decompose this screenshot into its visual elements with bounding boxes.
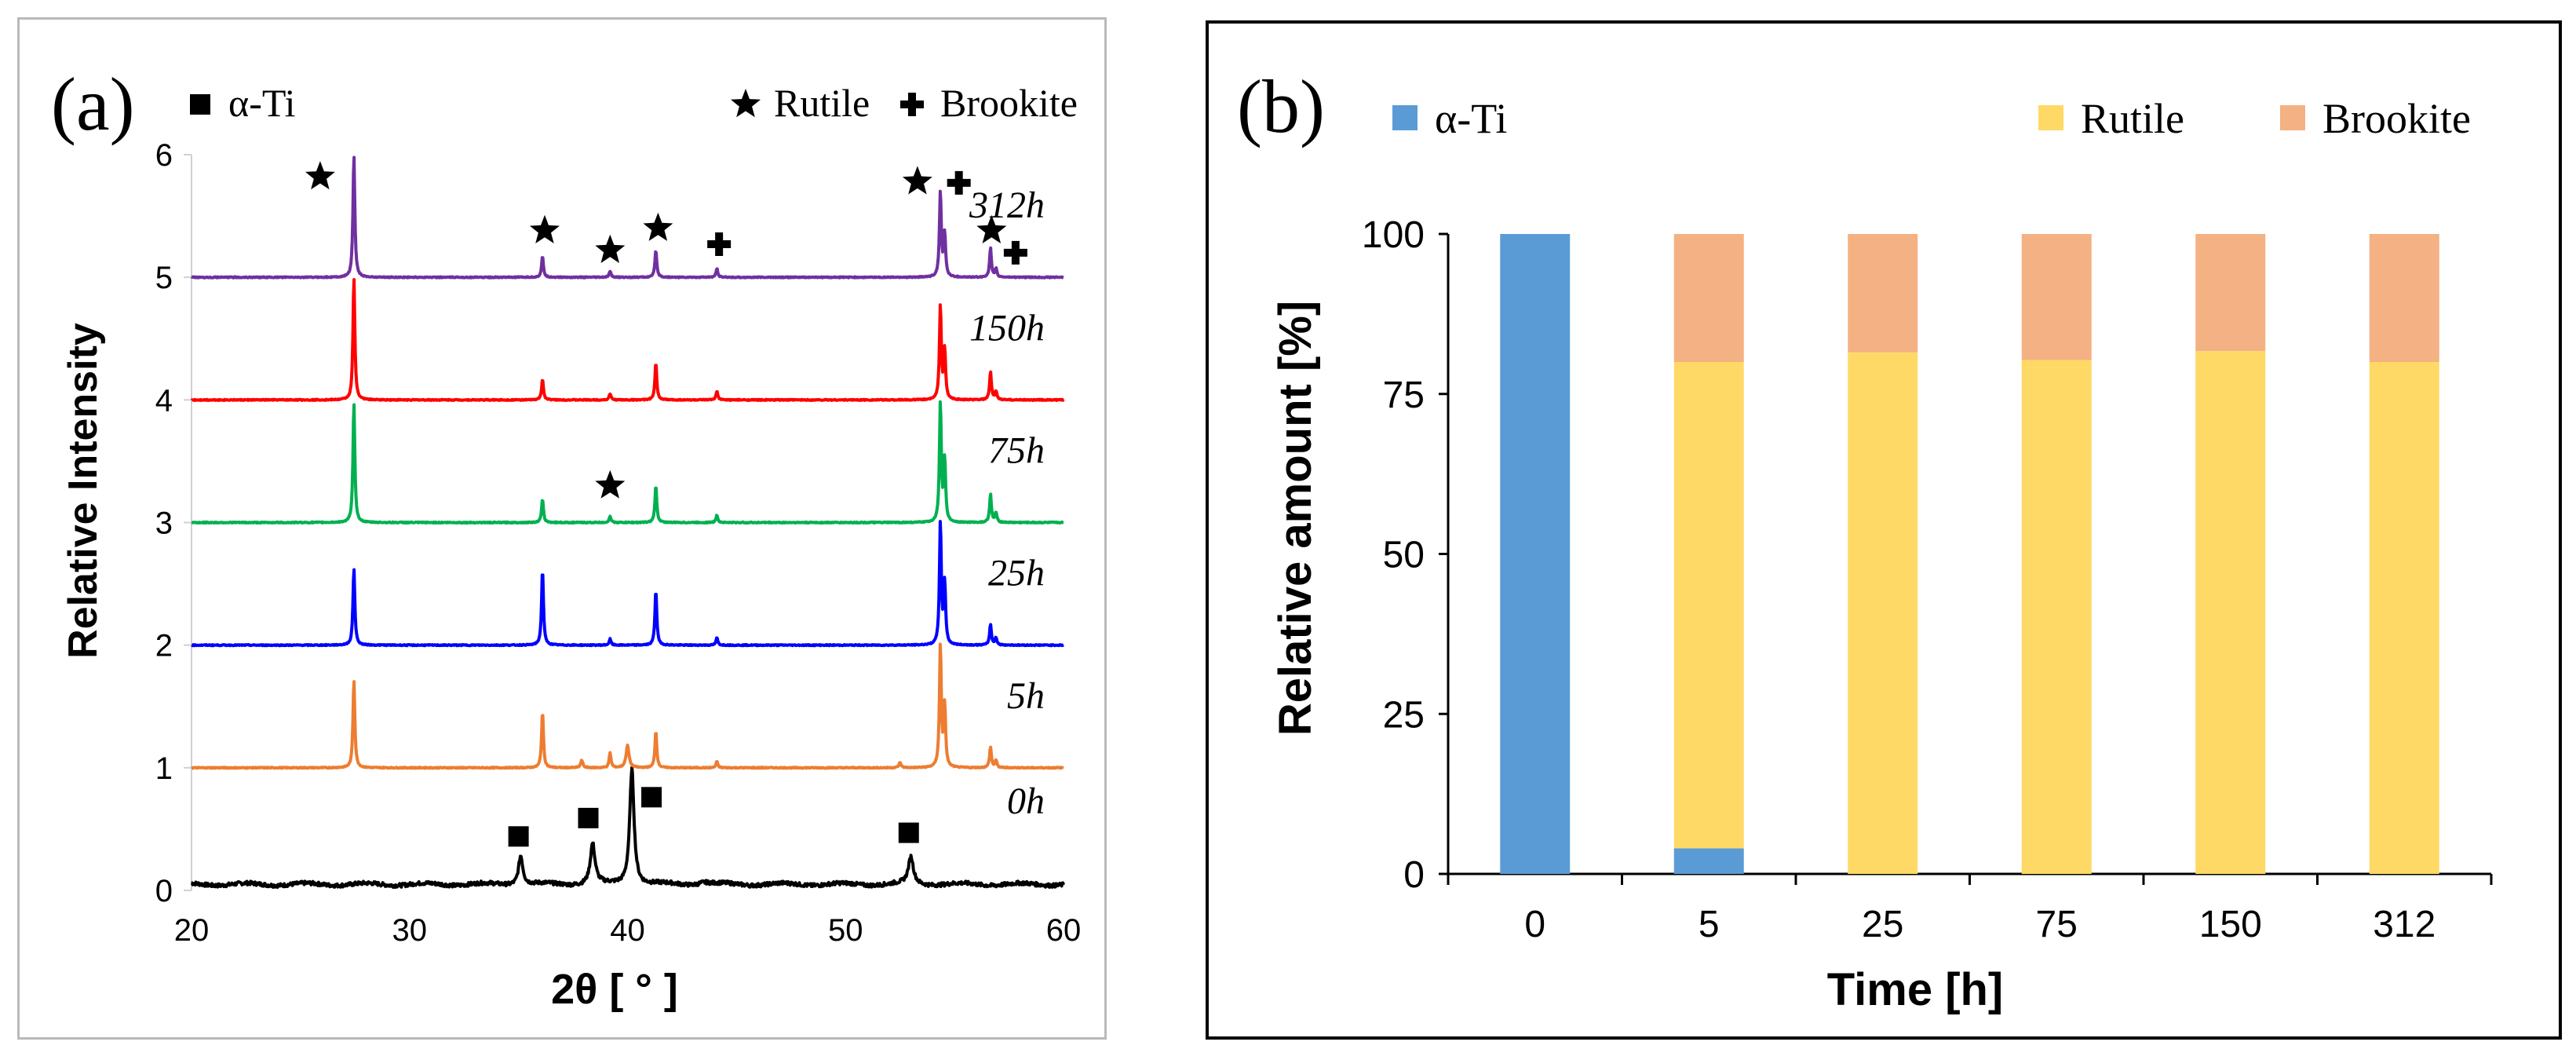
- xrd-series-label: 5h: [1007, 675, 1045, 717]
- xrd-pattern-312h: [190, 155, 1065, 280]
- xrd-chart: (a) α-Ti Rutile Brookite 0 1 2 3 4 5 6 20 30 40 50 60…: [51, 62, 1082, 1013]
- composition-panel: (b) α-Ti Rutile Brookite 0 25 50 75 100 0 5 25 75 1…: [1206, 20, 2562, 1040]
- legend-swatch-α-ti: [1392, 105, 1418, 130]
- phase-marker-star-icon: [643, 212, 673, 241]
- xrd-legend-label: Rutile: [774, 81, 870, 125]
- composition-x-tick-label: 312: [2373, 904, 2436, 945]
- xrd-series: 0h 5h 25h 75h 150h 312h: [190, 155, 1065, 889]
- composition-x-tick-label: 0: [1524, 904, 1545, 945]
- composition-x-tick-label: 25: [1862, 904, 1903, 945]
- xrd-series-label: 0h: [1007, 780, 1045, 822]
- xrd-y-tick-label: 5: [155, 261, 173, 295]
- xrd-legend: α-Ti Rutile Brookite: [190, 81, 1078, 125]
- xrd-y-tick-label: 2: [155, 629, 173, 663]
- composition-y-axis-title: Relative amount [%]: [1270, 301, 1321, 736]
- phase-marker-star-icon: [976, 214, 1007, 243]
- composition-axes: 0 25 50 75 100 0 5 25 75 150 312: [1362, 214, 2493, 945]
- phase-marker-square-icon: [508, 826, 529, 847]
- composition-legend-label: α-Ti: [1435, 95, 1507, 142]
- phase-marker-cross-icon: [947, 170, 971, 195]
- xrd-x-tick-label: 50: [828, 913, 863, 948]
- phase-marker-square-icon: [578, 807, 599, 828]
- composition-bars: [1500, 234, 2439, 874]
- composition-x-axis-title: Time [h]: [1827, 964, 2004, 1015]
- phase-marker-star-icon: [595, 470, 626, 499]
- xrd-y-axis-title: Relative Intensity: [60, 323, 106, 659]
- composition-x-tick-label: 5: [1698, 904, 1720, 945]
- xrd-series-label: 25h: [988, 553, 1045, 594]
- bar-brookite-25h: [1848, 234, 1918, 353]
- panel-label-b: (b): [1237, 64, 1325, 148]
- xrd-y-tick-label: 4: [155, 383, 173, 418]
- bar-rutile-75h: [2021, 360, 2092, 874]
- composition-legend-label: Rutile: [2081, 95, 2184, 142]
- xrd-axes: 0 1 2 3 4 5 6 20 30 40 50 60: [155, 138, 1082, 948]
- xrd-x-tick-label: 40: [610, 913, 645, 948]
- xrd-series-label: 312h: [969, 185, 1045, 226]
- phase-marker-square-icon: [898, 822, 919, 843]
- xrd-x-tick-label: 30: [392, 913, 428, 948]
- phase-marker-cross-icon: [1003, 240, 1027, 265]
- bar-α-ti-0h: [1500, 234, 1571, 874]
- xrd-pattern-5h: [190, 642, 1065, 770]
- composition-chart: (b) α-Ti Rutile Brookite 0 25 50 75 100 0 5 25 75 1…: [1237, 64, 2493, 1015]
- xrd-y-tick-label: 0: [155, 874, 173, 908]
- xrd-x-tick-label: 60: [1046, 913, 1082, 948]
- legend-swatch-brookite: [2280, 105, 2305, 130]
- phase-marker-square-icon: [641, 787, 662, 808]
- xrd-series-label: 75h: [988, 430, 1045, 472]
- composition-y-tick-label: 75: [1383, 375, 1425, 416]
- composition-y-tick-label: 100: [1362, 214, 1425, 256]
- xrd-y-tick-label: 1: [155, 751, 173, 786]
- composition-y-tick-label: 0: [1403, 854, 1425, 896]
- bar-rutile-150h: [2195, 351, 2266, 874]
- composition-y-tick-label: 25: [1383, 694, 1425, 736]
- legend-cross-icon: [900, 93, 924, 116]
- xrd-legend-label: Brookite: [940, 81, 1078, 125]
- phase-markers: [305, 161, 1027, 847]
- xrd-pattern-150h: [190, 278, 1065, 402]
- bar-rutile-312h: [2369, 362, 2439, 874]
- bar-rutile-5h: [1673, 362, 1744, 849]
- xrd-pattern-0h: [190, 766, 1065, 889]
- phase-marker-cross-icon: [707, 232, 732, 257]
- xrd-y-tick-label: 3: [155, 506, 173, 541]
- panel-label-a: (a): [51, 62, 135, 146]
- bar-brookite-5h: [1673, 234, 1744, 362]
- composition-legend: α-Ti Rutile Brookite: [1392, 95, 2471, 142]
- phase-marker-star-icon: [902, 166, 932, 195]
- xrd-x-axis-title: 2θ [ ° ]: [551, 966, 678, 1013]
- composition-x-tick-label: 75: [2036, 904, 2078, 945]
- xrd-pattern-75h: [190, 400, 1065, 525]
- legend-star-icon: [731, 89, 761, 118]
- bar-rutile-25h: [1848, 352, 1918, 874]
- composition-x-tick-label: 150: [2199, 904, 2262, 945]
- composition-y-tick-label: 50: [1383, 535, 1425, 576]
- phase-marker-star-icon: [305, 161, 335, 190]
- legend-swatch-rutile: [2038, 105, 2063, 130]
- xrd-pattern-25h: [190, 520, 1065, 648]
- bar-brookite-312h: [2369, 234, 2439, 362]
- bar-α-ti-5h: [1673, 848, 1744, 874]
- bar-brookite-150h: [2195, 234, 2266, 352]
- xrd-y-tick-label: 6: [155, 138, 173, 173]
- xrd-series-label: 150h: [969, 307, 1045, 349]
- phase-marker-star-icon: [595, 234, 626, 263]
- xrd-legend-label: α-Ti: [228, 81, 296, 125]
- xrd-panel: (a) α-Ti Rutile Brookite 0 1 2 3 4 5 6 20 30 40 50 60…: [17, 17, 1107, 1040]
- bar-brookite-75h: [2021, 234, 2092, 360]
- composition-legend-label: Brookite: [2322, 95, 2471, 142]
- xrd-x-tick-label: 20: [174, 913, 210, 948]
- legend-square-icon: [190, 94, 210, 115]
- phase-marker-star-icon: [529, 214, 560, 243]
